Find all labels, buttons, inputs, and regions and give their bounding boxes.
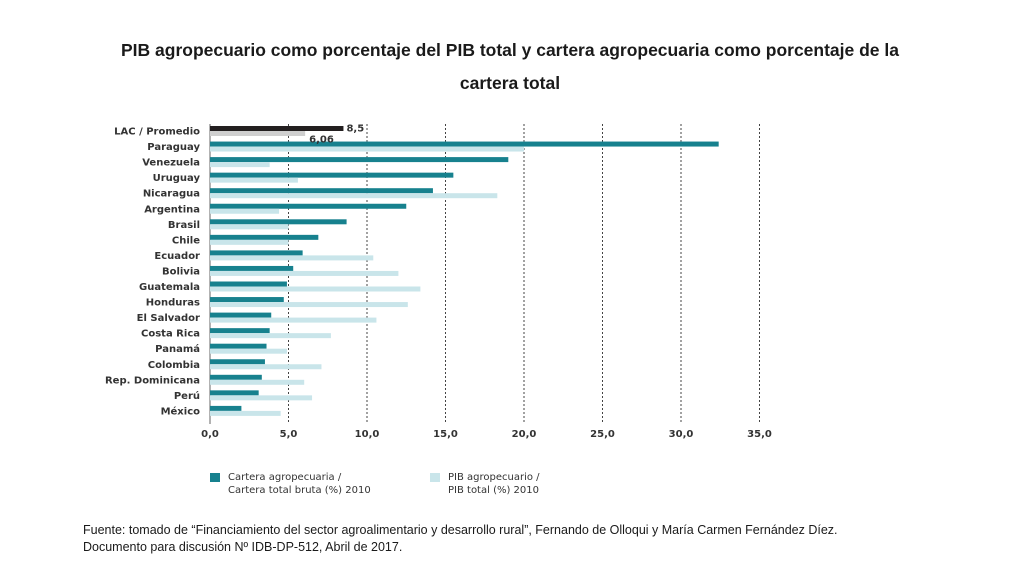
x-tick-label: 5,0	[280, 429, 298, 440]
bar-pib-guatemala	[210, 286, 421, 292]
data-labels: 8,5 6,06	[309, 124, 364, 146]
bar-pib-rep-dominicana	[210, 379, 305, 385]
bar-pib-nicaragua	[210, 193, 498, 199]
bar-pib-peru	[210, 395, 313, 401]
category-label-el-salvador: El Salvador	[137, 313, 200, 324]
source-note: Fuente: tomado de “Financiamiento del se…	[83, 522, 983, 556]
x-tick-label: 30,0	[669, 429, 694, 440]
bar-pib-colombia	[210, 364, 322, 370]
bar-cartera-rep-dominicana	[210, 374, 262, 380]
bar-cartera-ecuador	[210, 250, 303, 256]
bar-cartera-bolivia	[210, 265, 294, 271]
category-label-guatemala: Guatemala	[139, 282, 200, 293]
category-label-uruguay: Uruguay	[153, 173, 201, 184]
category-label-mexico: México	[161, 405, 201, 417]
x-tick-label: 0,0	[201, 429, 219, 440]
bar-layer	[210, 126, 719, 416]
category-label-nicaragua: Nicaragua	[143, 189, 200, 200]
category-label-paraguay: Paraguay	[147, 142, 200, 153]
source-line-1: Fuente: tomado de “Financiamiento del se…	[83, 523, 838, 537]
bar-pib-ecuador	[210, 255, 374, 261]
category-label-argentina: Argentina	[144, 204, 200, 215]
category-label-bolivia: Bolivia	[162, 266, 200, 277]
bar-cartera-uruguay	[210, 172, 454, 178]
data-label-lac-cartera: 8,5	[346, 124, 364, 135]
legend-swatch-cartera	[210, 473, 220, 482]
bar-cartera-mexico	[210, 405, 242, 411]
bar-pib-honduras	[210, 302, 408, 308]
legend-pib-line2: PIB total (%) 2010	[448, 485, 539, 496]
bar-pib-el-salvador	[210, 317, 377, 323]
category-labels: LAC / Promedio Paraguay Venezuela Uruguay Ni…	[105, 127, 201, 418]
bar-pib-chile	[210, 239, 289, 245]
bar-cartera-el-salvador	[210, 312, 272, 318]
category-label-colombia: Colombia	[148, 360, 200, 371]
category-label-peru: Perú	[174, 390, 200, 402]
bar-pib-argentina	[210, 208, 280, 214]
x-tick-label: 10,0	[355, 429, 380, 440]
bar-cartera-peru	[210, 390, 259, 396]
bar-cartera-honduras	[210, 297, 284, 303]
bar-cartera-costa-rica	[210, 328, 270, 334]
bar-pib-costa-rica	[210, 333, 331, 339]
category-label-venezuela: Venezuela	[142, 158, 200, 169]
legend-pib-line1: PIB agropecuario /	[448, 472, 540, 483]
bar-pib-panama	[210, 348, 287, 354]
category-label-panama: Panamá	[155, 343, 200, 355]
data-label-lac-pib: 6,06	[309, 135, 334, 146]
bar-cartera-argentina	[210, 203, 407, 209]
bar-cartera-lac-promedio	[210, 126, 344, 131]
bar-pib-venezuela	[210, 162, 270, 168]
legend-cartera-line2: Cartera total bruta (%) 2010	[228, 485, 371, 496]
category-label-lac-promedio: LAC / Promedio	[114, 127, 200, 138]
legend-swatch-pib	[430, 473, 440, 482]
x-tick-label: 20,0	[512, 429, 537, 440]
bar-pib-bolivia	[210, 270, 399, 276]
x-tick-label: 25,0	[590, 429, 615, 440]
bar-pib-mexico	[210, 410, 281, 416]
category-label-costa-rica: Costa Rica	[141, 329, 200, 340]
bar-cartera-nicaragua	[210, 188, 433, 194]
bar-cartera-paraguay	[210, 141, 719, 147]
source-line-2: Documento para discusión Nº IDB-DP-512, …	[83, 540, 403, 554]
bar-cartera-chile	[210, 234, 319, 240]
bar-cartera-brasil	[210, 219, 347, 225]
bar-pib-lac-promedio	[210, 131, 306, 136]
x-tick-label: 35,0	[747, 429, 772, 440]
legend-cartera-line1: Cartera agropecuaria /	[228, 472, 342, 483]
category-label-rep-dominicana: Rep. Dominicana	[105, 375, 200, 386]
category-label-brasil: Brasil	[168, 220, 200, 231]
category-label-ecuador: Ecuador	[154, 251, 200, 262]
category-label-chile: Chile	[172, 235, 200, 246]
category-label-honduras: Honduras	[146, 298, 200, 309]
x-axis-ticks: 0,0 5,0 10,0 15,0 20,0 25,0 30,0 35,0	[201, 429, 772, 440]
bar-cartera-colombia	[210, 359, 265, 365]
bar-pib-brasil	[210, 224, 289, 230]
bar-pib-paraguay	[210, 146, 524, 152]
bar-cartera-venezuela	[210, 157, 509, 163]
bar-cartera-guatemala	[210, 281, 287, 287]
x-tick-label: 15,0	[433, 429, 458, 440]
chart-title: PIB agropecuario como porcentaje del PIB…	[120, 40, 899, 93]
bar-cartera-panama	[210, 343, 267, 349]
bar-pib-uruguay	[210, 177, 298, 183]
